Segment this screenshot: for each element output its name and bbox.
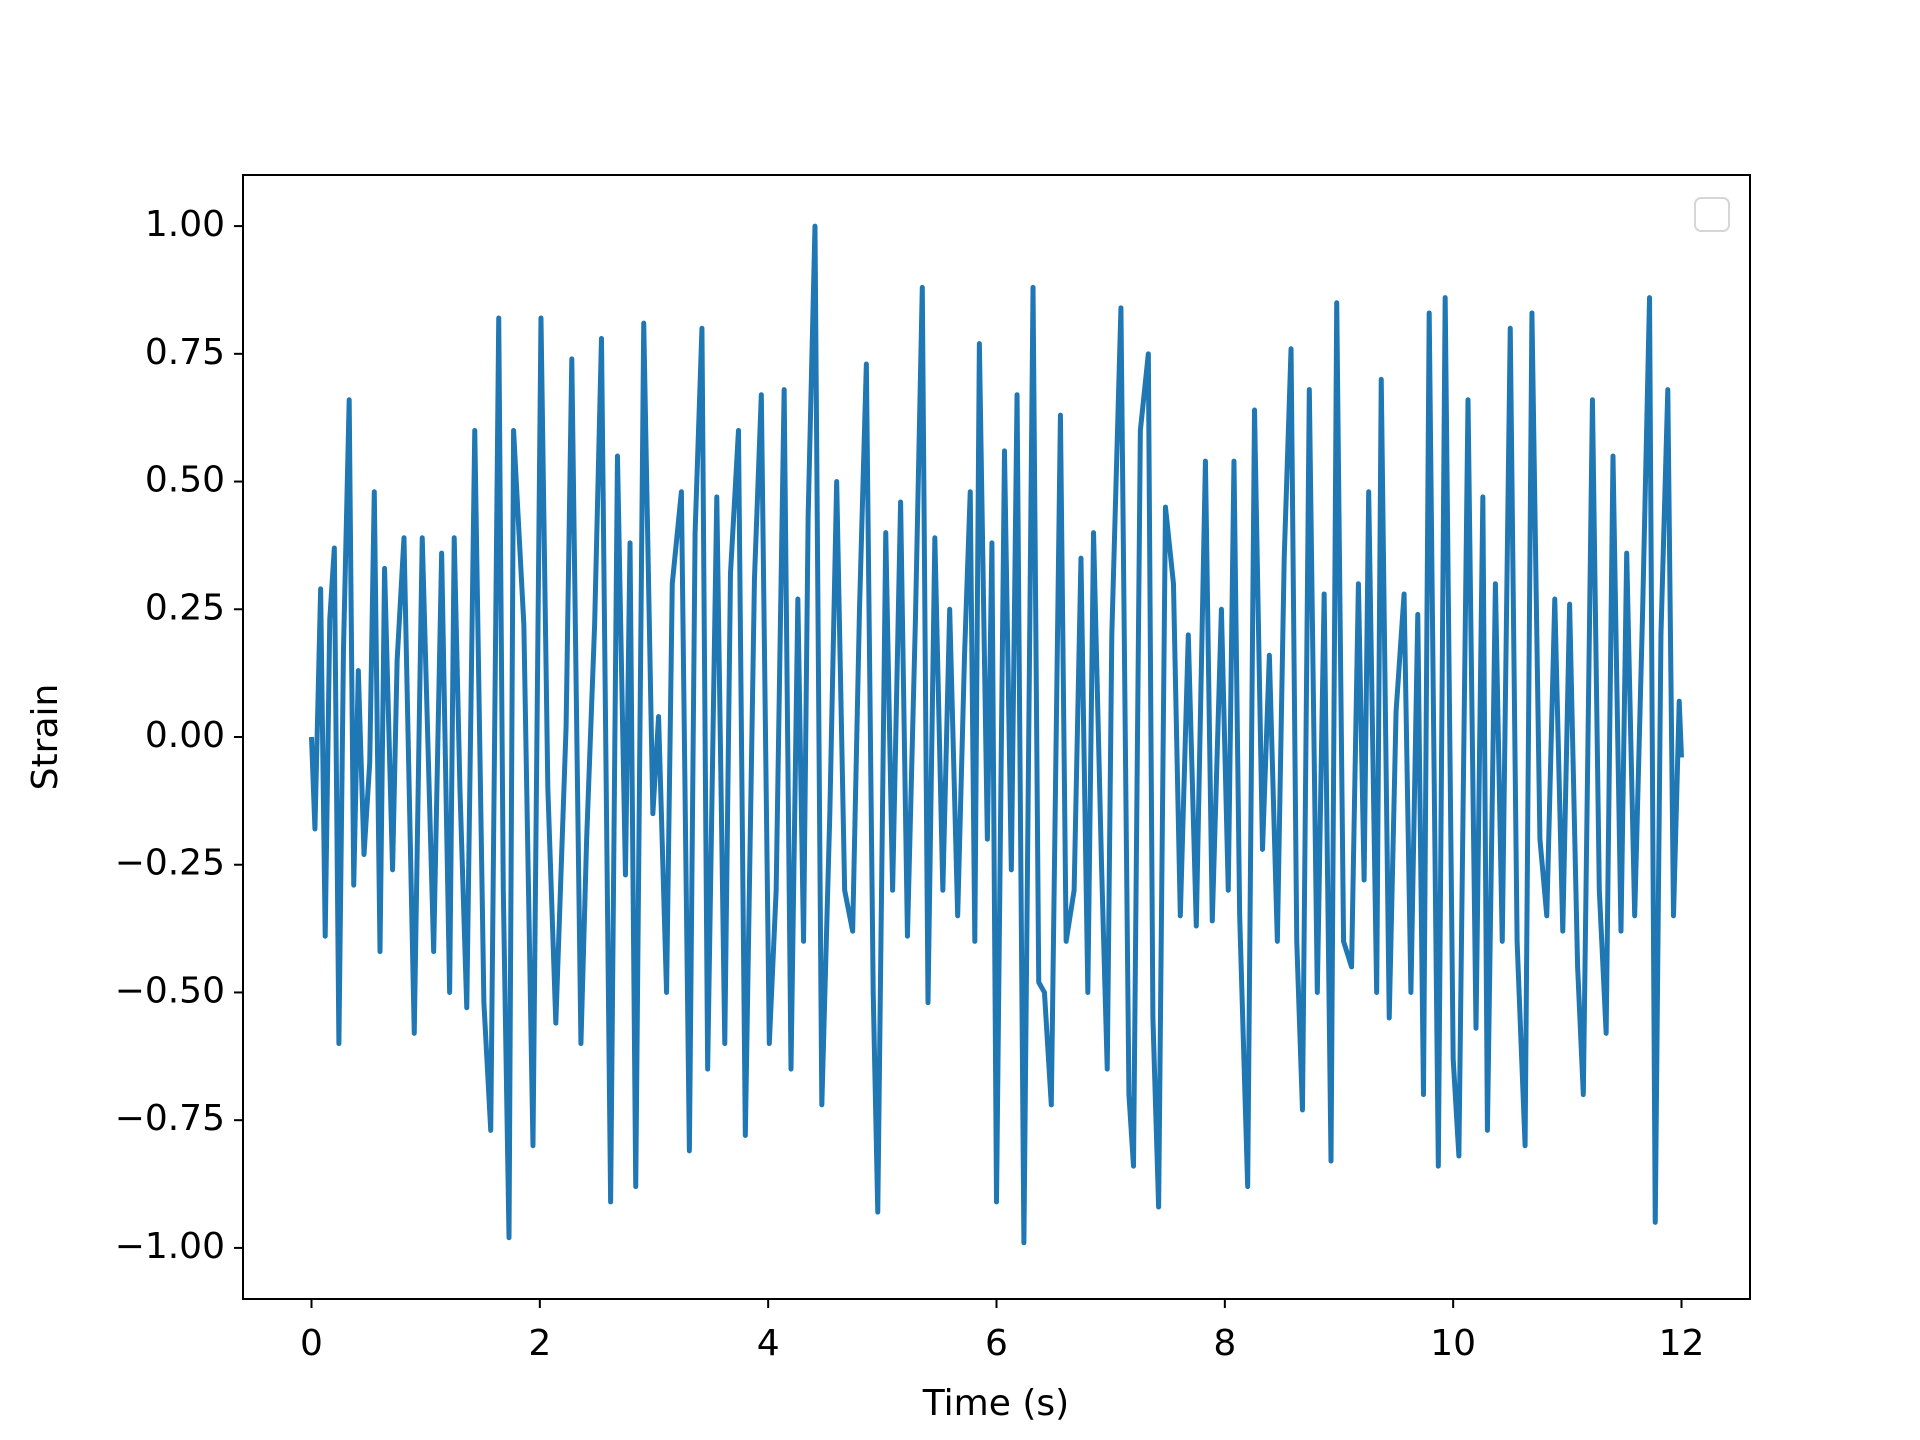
x-axis-label: Time (s) — [922, 1383, 1069, 1424]
strain-line — [309, 223, 1684, 1246]
x-tick-label: 10 — [1430, 1323, 1476, 1364]
y-tick-label: −1.00 — [115, 1226, 225, 1267]
y-axis-label: Strain — [25, 684, 66, 791]
x-tick-label: 6 — [985, 1323, 1008, 1364]
y-tick-label: 0.50 — [145, 460, 225, 501]
y-tick-label: 0.75 — [145, 332, 225, 373]
y-tick-label: −0.75 — [115, 1098, 225, 1139]
x-tick-label: 12 — [1659, 1323, 1705, 1364]
y-tick-label: −0.50 — [115, 970, 225, 1011]
y-tick-label: 0.25 — [145, 587, 225, 628]
legend-box — [1694, 197, 1730, 232]
y-tick-label: 1.00 — [145, 204, 225, 245]
x-tick-label: 2 — [528, 1323, 551, 1364]
y-tick-label: 0.00 — [145, 715, 225, 756]
plot-frame — [242, 174, 1751, 1300]
x-tick-label: 8 — [1213, 1323, 1236, 1364]
x-tick-label: 0 — [300, 1323, 323, 1364]
y-tick-label: −0.25 — [115, 843, 225, 884]
x-tick-label: 4 — [757, 1323, 780, 1364]
